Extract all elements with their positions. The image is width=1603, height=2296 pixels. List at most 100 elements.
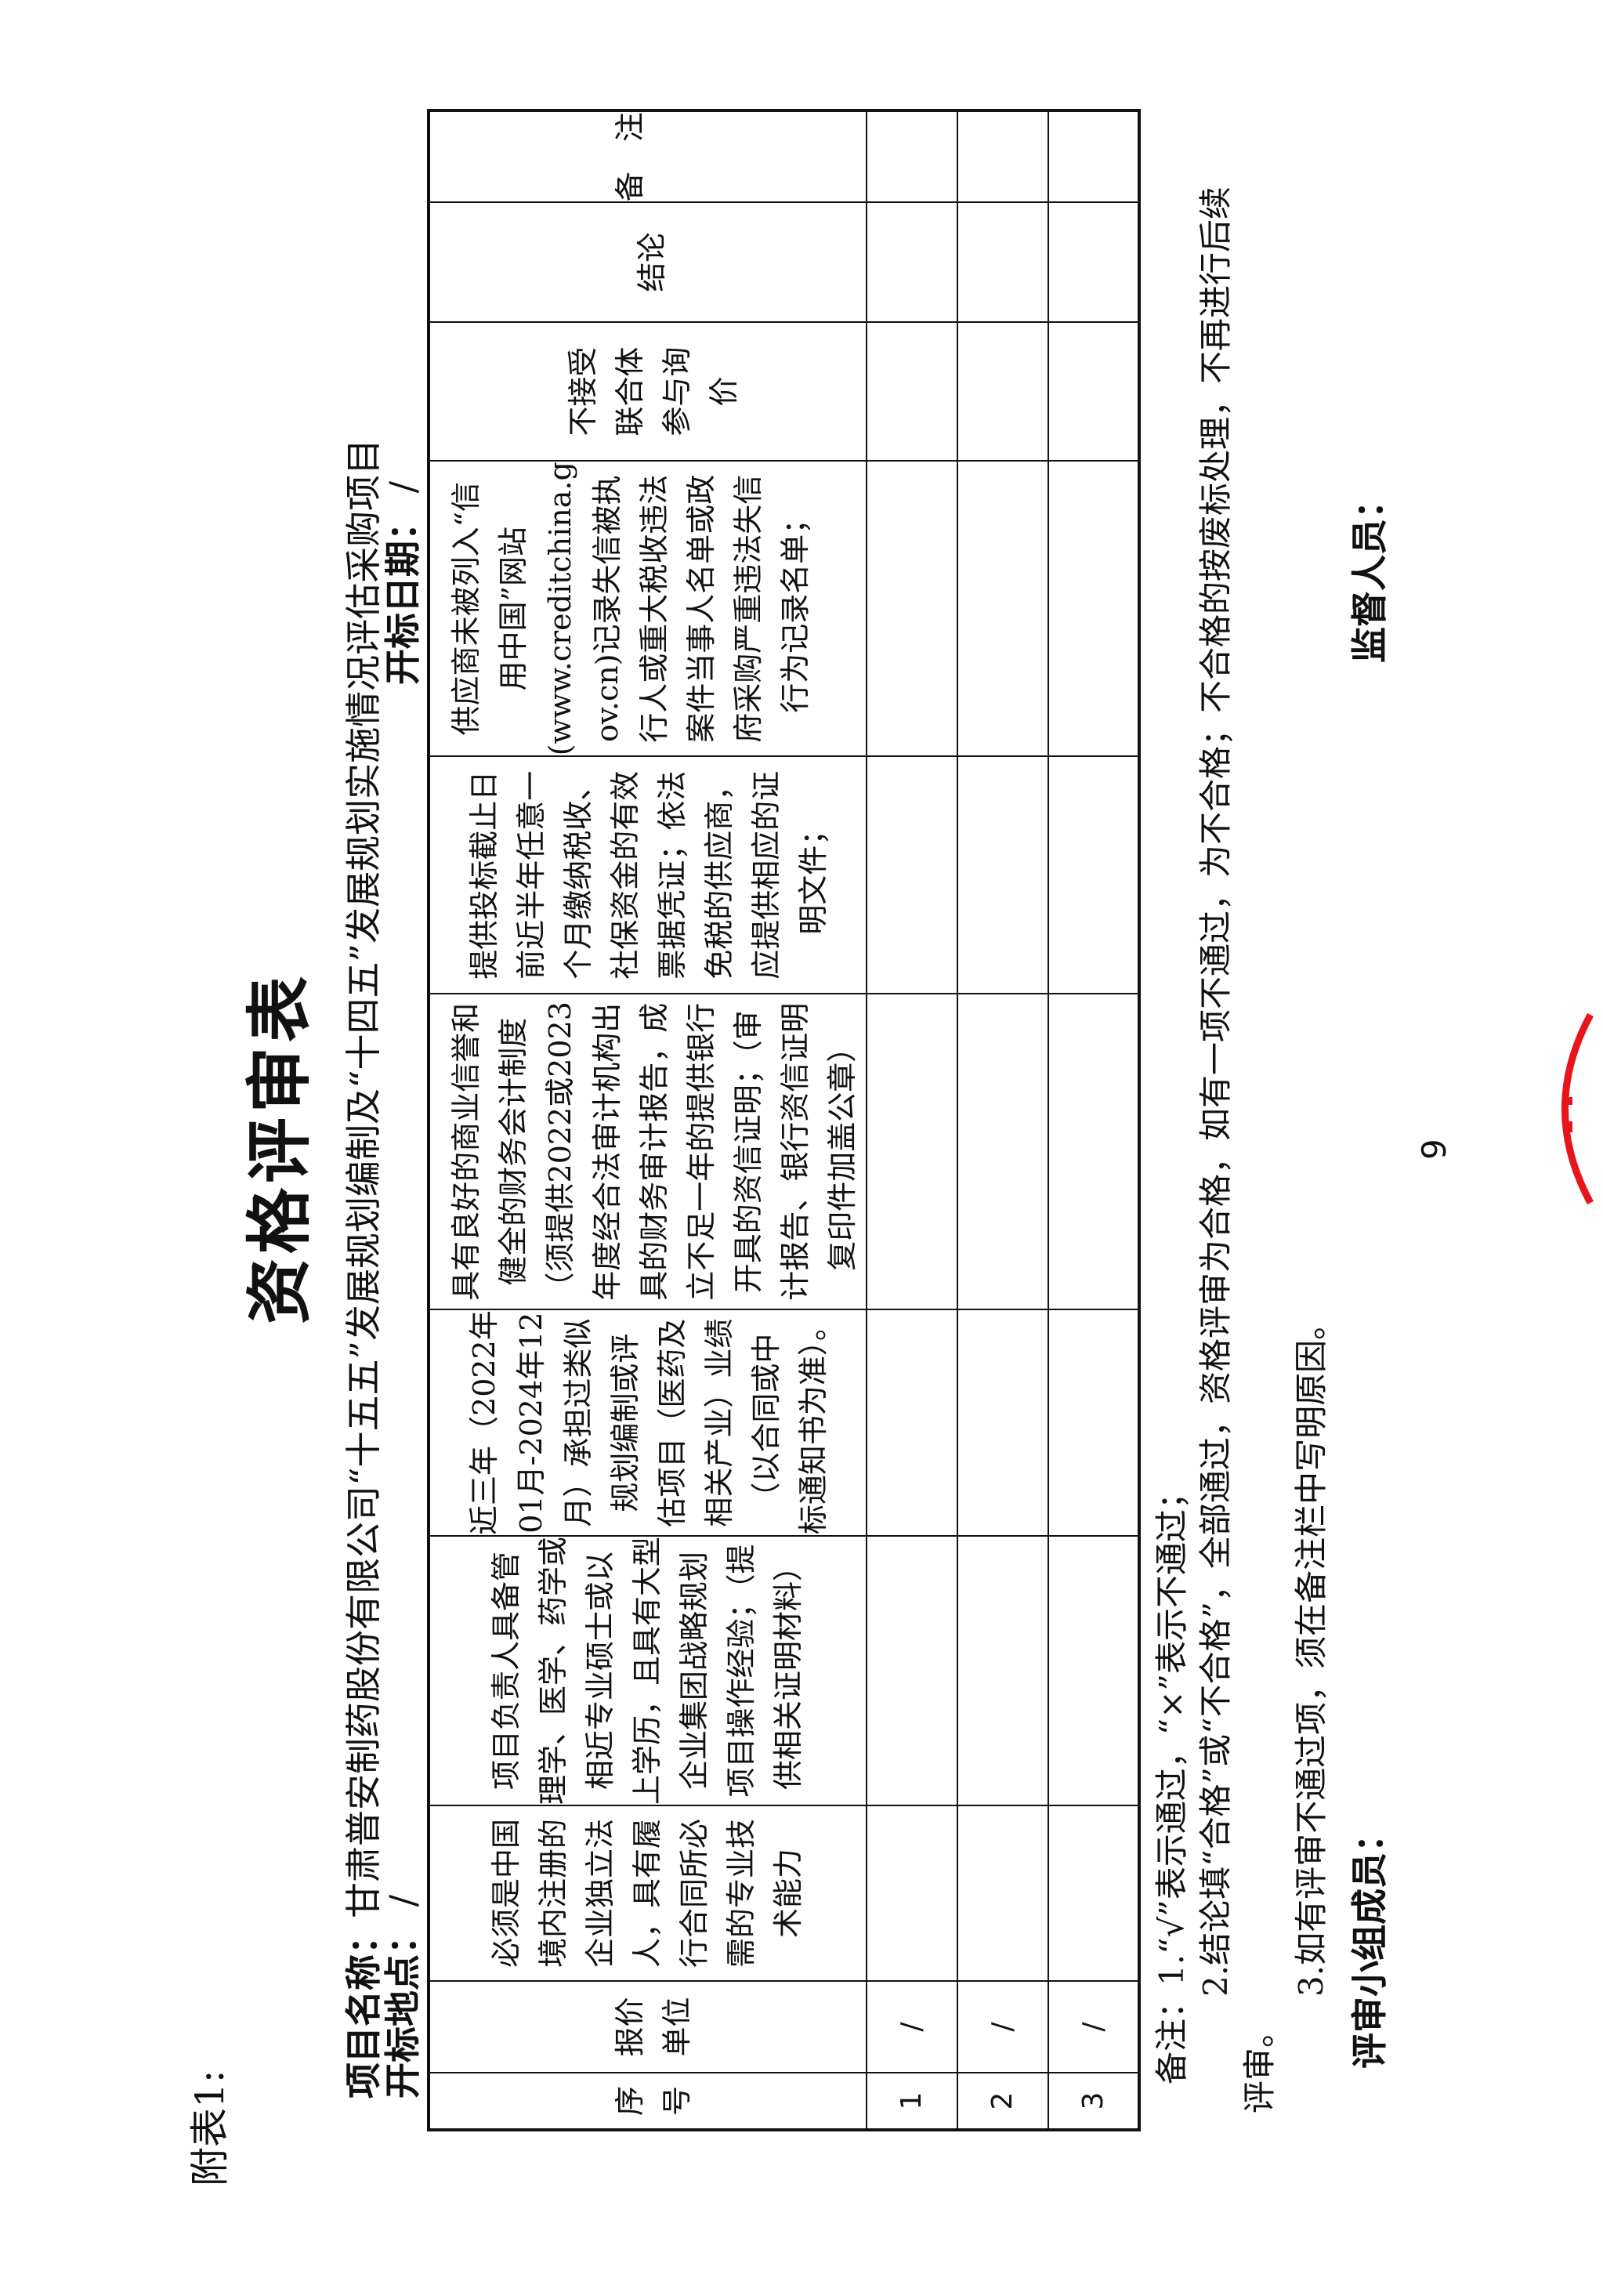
cell-experience	[867, 1309, 957, 1536]
cell-financial	[867, 994, 957, 1310]
header-line: 健全的财务会计制度	[496, 1017, 530, 1286]
note-2: 2.结论填“合格”或“不合格”，全部通过，资格评审为合格，如有一项不通过，为不合…	[1196, 187, 1235, 1997]
bid-date-label: 开标日期：	[382, 505, 424, 685]
header-line: 免税的供应商，	[702, 770, 736, 980]
header-line: 标通知书为准）。	[796, 1311, 830, 1535]
header-line: 单位	[660, 1997, 694, 2057]
header-row: 序号报价 单位 必须是中国 境内注册的 企业独立法 人，具有履 行合同所必 需的专业技 术能力项…	[429, 110, 867, 2130]
header-line: 供相关证明材料）	[771, 1551, 805, 1790]
header-line: 案件当事人名单或政	[684, 474, 718, 743]
bid-date: 开标日期： /	[375, 481, 426, 685]
cell-credit-record	[1048, 461, 1139, 757]
header-line: 具的财务审计报告，成	[637, 1002, 671, 1301]
cell-credit-record	[957, 461, 1048, 757]
bid-location-label: 开标地点：	[382, 1918, 424, 2099]
header-line: (www.creditchina.g	[543, 462, 577, 756]
cell-tax-social-security	[1048, 756, 1139, 994]
cell-index: 3	[1048, 2073, 1139, 2130]
header-line: 明文件；	[796, 815, 830, 935]
header-line: 个月缴纳税收、	[561, 770, 595, 980]
header-line: 开具的资信证明；（审	[731, 1010, 765, 1294]
header-line: 备 注	[613, 112, 647, 202]
header-line: 用中国”网站	[496, 527, 530, 691]
qualification-table: 序号报价 单位 必须是中国 境内注册的 企业独立法 人，具有履 行合同所必 需的专业技 术能力项…	[427, 109, 1141, 2131]
note-1: 备注：1.“√”表示通过，“×”表示不通过；	[1152, 1476, 1191, 2084]
header-line: 计报告、银行资信证明	[778, 1002, 812, 1301]
header-line: 社保资金的有效	[608, 770, 642, 980]
header-line: 联合体	[613, 346, 647, 436]
header-line: 相近专业硕士或以	[583, 1551, 617, 1790]
cell-remarks	[1048, 110, 1139, 203]
cell-project-lead	[1048, 1535, 1139, 1805]
header-line: ov.cn)记录失信被执	[590, 475, 624, 742]
header-line: （须提供2022或2023	[543, 1001, 577, 1302]
table-row: 3/	[1048, 110, 1139, 2130]
cell-bidder: /	[957, 1981, 1048, 2073]
header-line: （以合同或中	[749, 1333, 783, 1512]
cell-remarks	[957, 110, 1048, 203]
header-line: 报价	[613, 1997, 647, 2057]
cell-legal-entity	[957, 1805, 1048, 1981]
cell-experience	[957, 1309, 1048, 1536]
supervisor-label: 监督人员：	[1348, 483, 1391, 663]
cell-tax-social-security	[957, 756, 1048, 994]
header-line: 序	[613, 2086, 647, 2117]
header-line: 行为记录名单；	[778, 504, 812, 713]
panel-members-label: 评审小组成员：	[1348, 1816, 1391, 2069]
red-stamp-fragment	[1561, 1012, 1594, 1205]
header-line: 上学历，且具有大型	[630, 1536, 664, 1805]
header-line: 具有良好的商业信誉和	[449, 1002, 483, 1301]
cell-index: 1	[867, 2073, 957, 2130]
page-title: 资格评审表	[241, 972, 318, 1325]
note-3: 3.如有评审不通过项，须在备注栏中写明原因。	[1292, 1306, 1330, 1997]
header-cell-project-lead: 项目负责人具备管 理学、医学、药学或 相近专业硕士或以 上学历，且具有大型 企业集团战略…	[429, 1535, 867, 1805]
cell-legal-entity	[867, 1805, 957, 1981]
table-row: 2/	[957, 110, 1048, 2130]
header-line: 月）承担过类似	[561, 1318, 595, 1527]
cell-experience	[1048, 1309, 1139, 1536]
cell-conclusion	[1048, 202, 1139, 323]
cell-financial	[1048, 994, 1139, 1310]
table-row: 1/	[867, 110, 957, 2130]
cell-bidder: /	[1048, 1981, 1139, 2073]
header-line: 供应商未被列入“信	[449, 482, 483, 736]
cell-consortium	[867, 322, 957, 462]
page-number: 9	[1415, 1139, 1453, 1160]
header-cell-tax-social-security: 提供投标截止日 前近半年任意一 个月缴纳税收、 社保资金的有效 票据凭证；依法 免税的供应…	[429, 756, 867, 994]
header-cell-remarks: 备 注	[429, 110, 867, 203]
note-2-continued: 评审。	[1240, 2014, 1279, 2113]
header-line: 府采购严重违法失信	[731, 474, 765, 743]
header-line: 价	[707, 376, 741, 407]
header-line: 必须是中国	[489, 1819, 523, 1968]
bid-location: 开标地点： /	[375, 1895, 426, 2099]
header-line: 提供投标截止日	[467, 770, 501, 980]
header-line: 规划编制或评	[608, 1333, 642, 1512]
header-cell-index: 序号	[429, 2073, 867, 2130]
header-line: 术能力	[771, 1849, 805, 1939]
cell-remarks	[867, 110, 957, 203]
header-line: 理学、医学、药学或	[536, 1536, 570, 1805]
header-line: 估项目（医药及	[655, 1318, 689, 1527]
header-line: 参与询	[660, 346, 694, 436]
header-line: 年度经合法审计机构出	[590, 1002, 624, 1301]
cell-legal-entity	[1048, 1805, 1139, 1981]
header-line: 应提供相应的证	[749, 770, 783, 980]
header-line: 立不足一年的提供银行	[684, 1002, 718, 1301]
header-line: 不接受	[566, 346, 600, 436]
header-cell-conclusion: 结论	[429, 202, 867, 323]
cell-financial	[957, 994, 1048, 1310]
header-line: 01月-2024年12	[514, 1312, 548, 1534]
header-line: 人，具有履	[630, 1819, 664, 1968]
header-cell-experience: 近三年（2022年 01月-2024年12 月）承担过类似 规划编制或评 估项目（医药及…	[429, 1309, 867, 1536]
header-line: 前近半年任意一	[514, 770, 548, 980]
header-line: 复印件加盖公章）	[825, 1032, 859, 1271]
cell-bidder: /	[867, 1981, 957, 2073]
cell-credit-record	[867, 461, 957, 757]
bid-date-value: /	[382, 480, 424, 505]
header-line: 票据凭证；依法	[655, 770, 689, 980]
cell-index: 2	[957, 2073, 1048, 2130]
header-line: 境内注册的	[536, 1819, 570, 1968]
cell-conclusion	[957, 202, 1048, 323]
header-line: 近三年（2022年	[467, 1310, 501, 1535]
